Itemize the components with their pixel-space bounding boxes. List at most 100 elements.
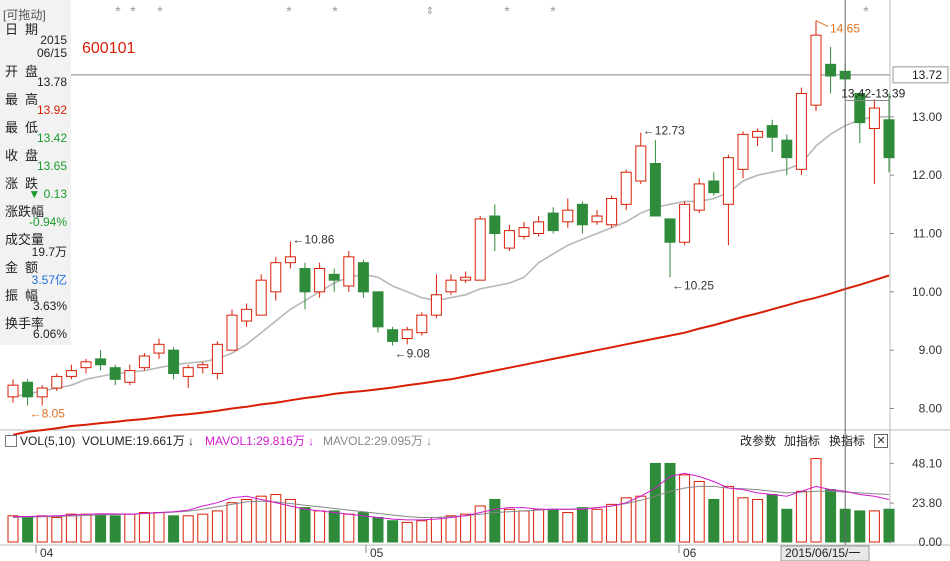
info-value: 06/15 xyxy=(36,46,67,60)
volume-bar xyxy=(197,513,209,543)
info-label: 成交量 xyxy=(5,232,45,247)
candle-body xyxy=(211,343,223,375)
volume-bar xyxy=(7,515,19,543)
volume-bar xyxy=(562,512,574,543)
candle-body xyxy=(387,329,399,342)
candle-body xyxy=(65,370,77,377)
candle-body xyxy=(562,209,574,223)
info-label: 金额 xyxy=(5,260,46,275)
info-mine-icon: * xyxy=(115,3,121,19)
candle-body xyxy=(795,93,807,170)
candle-body xyxy=(810,34,822,106)
info-value: 13.65 xyxy=(36,159,67,173)
info-value: 13.78 xyxy=(36,75,67,89)
volume-bar xyxy=(649,462,661,543)
quote-info-panel: [可拖动] 日期 2015 06/15 开盘 13.78 最高 13.92 最低 13.42 收盘… xyxy=(0,0,71,345)
candle-body xyxy=(284,256,296,264)
volume-bar xyxy=(211,510,223,543)
volume-bar xyxy=(95,513,107,543)
candle-body xyxy=(576,203,588,226)
volume-bar xyxy=(679,474,691,543)
volume-bar xyxy=(664,462,676,543)
candle-body xyxy=(737,133,749,170)
volume-bar xyxy=(474,505,486,543)
swap-indicator-button[interactable]: 换指标 xyxy=(829,434,866,448)
volume-bar xyxy=(80,513,92,543)
volume-bar xyxy=(22,516,34,543)
close-icon[interactable]: ✕ xyxy=(874,434,888,448)
info-label: 涨跌 xyxy=(5,176,46,191)
candle-body xyxy=(547,212,559,232)
info-value: ▼ 0.13 xyxy=(28,187,67,201)
volume-bar xyxy=(576,507,588,543)
info-label: 日期 xyxy=(5,22,46,37)
candle-body xyxy=(460,276,472,281)
candle-body xyxy=(299,268,311,293)
volume-bar xyxy=(547,508,559,543)
volume-bar xyxy=(868,510,880,543)
price-tick-label: 9.00 xyxy=(919,343,943,357)
candle-body xyxy=(182,367,194,377)
candle-body xyxy=(854,93,866,124)
candle-body xyxy=(357,262,369,293)
candle-body xyxy=(883,119,895,159)
split-marker-icon: ⇕ xyxy=(426,6,434,17)
volume-bar xyxy=(36,515,48,543)
info-value: -0.94% xyxy=(28,215,67,229)
info-label: 收盘 xyxy=(5,148,46,163)
info-label: 最低 xyxy=(5,120,46,135)
info-mine-icon: * xyxy=(863,3,869,19)
candle-body xyxy=(474,218,486,281)
time-tick-label: 06 xyxy=(683,546,697,560)
volume-bar xyxy=(795,490,807,543)
volume-bar xyxy=(737,497,749,543)
volume-bar xyxy=(606,503,618,543)
time-tick-label: 04 xyxy=(40,546,54,560)
volume-bar xyxy=(168,515,180,543)
candle-body xyxy=(591,215,603,223)
candle-body xyxy=(255,279,267,316)
candle-body xyxy=(270,262,282,293)
change-params-button[interactable]: 改参数 xyxy=(740,434,777,448)
candle-body xyxy=(138,355,150,369)
candle-body xyxy=(197,364,209,369)
candle-body xyxy=(22,381,34,398)
price-annotation: ←9.08 xyxy=(395,347,431,361)
volume-bar xyxy=(533,508,545,543)
info-value: 19.7万 xyxy=(31,245,67,259)
mavol1-value: MAVOL1:29.816万 ↓ xyxy=(205,434,315,448)
candle-body xyxy=(343,256,355,287)
volume-bar xyxy=(138,512,150,543)
volume-tick-label: 48.10 xyxy=(912,456,942,470)
candle-body xyxy=(168,349,180,374)
volume-bar xyxy=(284,498,296,543)
candle-body xyxy=(766,125,778,138)
candle-body xyxy=(489,215,501,234)
candle-body xyxy=(124,370,136,383)
ma-long-line xyxy=(12,274,890,436)
candle-body xyxy=(503,230,515,249)
volume-bar xyxy=(489,498,501,543)
drag-handle[interactable]: [可拖动] xyxy=(3,8,46,22)
candle-body xyxy=(518,227,530,237)
add-indicator-button[interactable]: 加指标 xyxy=(784,434,821,448)
volume-bar xyxy=(314,510,326,543)
indicator-toggle-checkbox[interactable] xyxy=(5,435,17,447)
volume-bar xyxy=(460,513,472,543)
candle-body xyxy=(109,367,121,380)
cursor-date-box xyxy=(780,545,870,561)
volume-bar xyxy=(343,513,355,543)
volume-bar xyxy=(51,516,63,543)
info-value: 13.92 xyxy=(36,103,67,117)
current-price-box xyxy=(892,66,949,84)
volume-bar xyxy=(635,495,647,543)
candle-body xyxy=(752,130,764,138)
current-price-label: 13.72 xyxy=(912,68,942,82)
price-tick-label: 13.00 xyxy=(912,110,942,124)
volume-indicator-header: VOL(5,10) VOLUME:19.661万 ↓ MAVOL1:29.816… xyxy=(0,430,890,452)
volume-bar xyxy=(372,516,384,543)
info-mine-icon: * xyxy=(332,3,338,19)
price-annotation: ←10.86 xyxy=(292,233,334,247)
candle-body xyxy=(445,279,457,293)
